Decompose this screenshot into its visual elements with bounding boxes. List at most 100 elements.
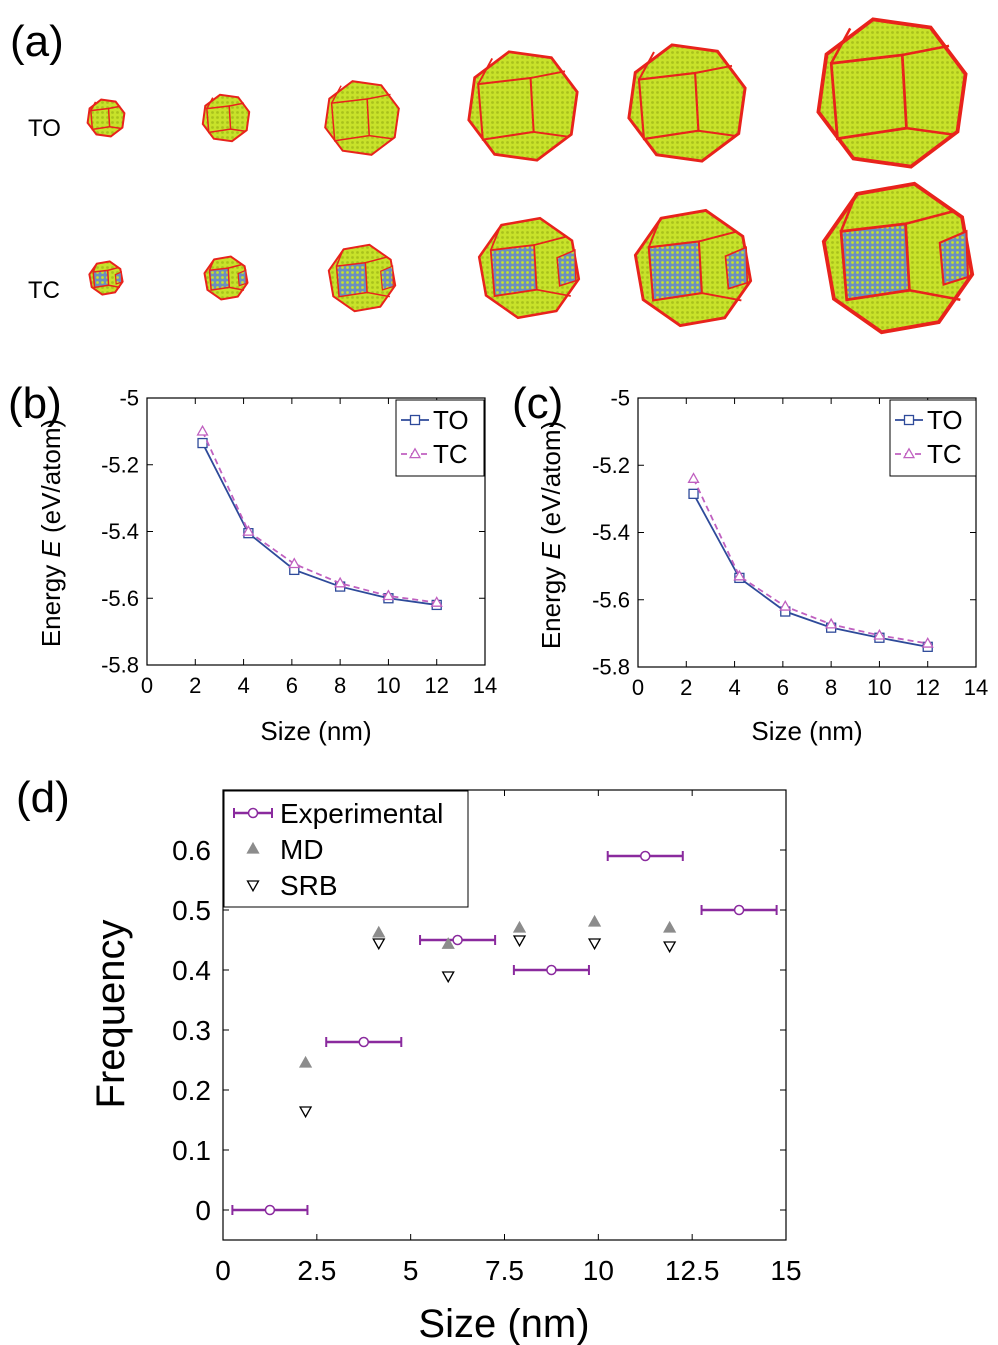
x-tick-label: 12.5: [665, 1255, 720, 1286]
data-point-md: [512, 920, 527, 933]
data-point-experimental: [640, 850, 651, 862]
particle-edge: [107, 266, 119, 272]
particle-edge: [228, 263, 243, 269]
particle-edge: [533, 130, 570, 138]
y-tick-label: 0.4: [172, 955, 211, 986]
nanoparticle-to-2: [201, 93, 251, 143]
y-tick-label: -5: [119, 386, 139, 411]
particle-square-face: [330, 98, 371, 142]
panel-d-label: (d): [16, 773, 70, 822]
x-tick-label: 8: [334, 673, 346, 698]
y-tick-label: -5.6: [101, 586, 139, 611]
particle-edge: [536, 288, 571, 297]
y-tick-label: -5.2: [101, 452, 139, 477]
y-tick-label: -5.4: [592, 520, 630, 545]
particle-edge: [701, 292, 742, 302]
particle-square-face: [637, 71, 700, 141]
panel-c-label: (c): [512, 379, 563, 428]
particle-edge: [108, 105, 121, 110]
legend-label-experimental: Experimental: [280, 798, 443, 829]
particle-square-face: [205, 105, 232, 134]
legend-label-md: MD: [280, 834, 324, 865]
particle-edge: [698, 129, 737, 137]
legend-label-srb: SRB: [280, 870, 338, 901]
particle-edge: [533, 235, 568, 246]
particle-side-square-face: [556, 249, 577, 287]
x-tick-label: 14: [964, 675, 988, 700]
nanoparticle-to-6: [816, 17, 968, 169]
particle-edge: [366, 93, 391, 100]
data-point-tc: [382, 589, 395, 601]
data-point-tc: [733, 569, 746, 581]
data-point-experimental: [733, 904, 745, 916]
series-line-to: [201, 442, 437, 606]
particle-square-face: [829, 53, 908, 141]
legend-marker: [246, 841, 260, 854]
particle-edge: [335, 248, 344, 267]
data-point-tc: [921, 636, 934, 648]
data-point-srb: [587, 938, 602, 951]
particle-side-square-face: [380, 265, 394, 291]
x-tick-label: 5: [403, 1255, 419, 1286]
y-tick-label: -5.8: [101, 653, 139, 678]
particle-square-face: [335, 261, 368, 298]
data-point-tc: [196, 424, 209, 436]
data-point-tc: [873, 628, 886, 640]
x-tick-label: 10: [376, 673, 400, 698]
nanoparticle-tc-3: [327, 243, 397, 313]
series-line-tc: [201, 431, 437, 604]
data-point-md: [298, 1055, 313, 1068]
legend-box: [889, 399, 977, 477]
series-line-tc: [692, 478, 928, 645]
x-tick-label: 2: [189, 673, 201, 698]
x-tick-label: 4: [728, 675, 740, 700]
nanoparticle-renderings: [86, 17, 975, 335]
chart-d-ylabel: Frequency: [89, 920, 133, 1109]
chart-c-ylabel: Energy E (eV/atom): [536, 421, 566, 649]
particle-edge: [366, 291, 391, 298]
x-tick-label: 15: [770, 1255, 801, 1286]
data-point-to: [688, 488, 699, 499]
particle-edge: [698, 230, 738, 243]
legend-marker: [409, 414, 421, 426]
chart-d-xlabel: Size (nm): [418, 1302, 589, 1345]
particle-square-face: [208, 267, 231, 291]
nanoparticle-to-5: [627, 43, 747, 163]
x-tick-label: 4: [237, 673, 249, 698]
particle-edge: [90, 101, 97, 111]
data-point-md: [663, 920, 677, 933]
particle-edge: [906, 126, 955, 137]
nanoparticle-tc-6: [821, 181, 975, 335]
data-point-tc: [430, 596, 443, 607]
x-tick-label: 2.5: [297, 1255, 336, 1286]
y-tick-label: -5.4: [101, 519, 139, 544]
particle-square-face: [489, 244, 538, 298]
x-tick-label: 10: [583, 1255, 614, 1286]
particle-edge: [477, 57, 494, 85]
particle-edge: [108, 284, 121, 289]
x-tick-label: 6: [286, 673, 298, 698]
particle-edge: [92, 263, 98, 273]
y-tick-label: 0.2: [172, 1075, 211, 1106]
y-tick-label: 0.6: [172, 835, 211, 866]
particle-square-face: [839, 222, 911, 302]
data-point-experimental: [264, 1204, 276, 1216]
x-tick-label: 12: [424, 673, 448, 698]
legend-label-tc: TC: [927, 439, 962, 469]
data-point-experimental: [452, 934, 463, 946]
data-point-tc: [825, 617, 838, 629]
particle-edge: [902, 44, 950, 57]
nanoparticle-tc-4: [477, 216, 581, 320]
x-tick-label: 8: [825, 675, 837, 700]
chart-c-xlabel: Size (nm): [751, 716, 862, 746]
particle-edge: [229, 286, 245, 291]
legend-box: [395, 399, 485, 477]
legend-label-tc: TC: [433, 439, 468, 469]
particle-edge: [638, 51, 655, 81]
data-point-srb: [372, 938, 386, 951]
data-point-experimental: [358, 1036, 369, 1048]
nanoparticle-tc-5: [633, 208, 753, 328]
x-tick-label: 14: [473, 673, 497, 698]
legend-marker: [246, 880, 260, 893]
nanoparticle-to-3: [324, 80, 400, 156]
